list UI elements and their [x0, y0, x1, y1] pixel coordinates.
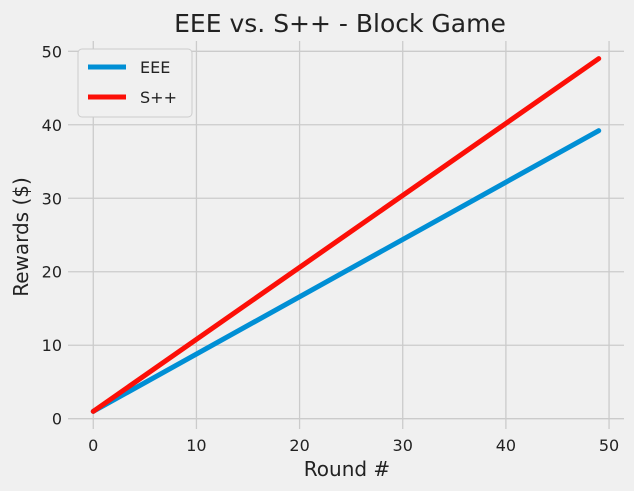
- y-tick-label: 10: [42, 336, 62, 355]
- y-ticks: 0 10 20 30 40 50: [42, 42, 62, 428]
- x-tick-label: 10: [186, 436, 206, 455]
- x-tick-label: 0: [88, 436, 98, 455]
- x-ticks: 0 10 20 30 40 50: [88, 436, 619, 455]
- y-tick-label: 50: [42, 42, 62, 61]
- chart-title: EEE vs. S++ - Block Game: [174, 9, 506, 38]
- y-tick-label: 0: [52, 410, 62, 429]
- y-tick-label: 40: [42, 116, 62, 135]
- x-tick-label: 50: [599, 436, 619, 455]
- x-axis-label: Round #: [304, 457, 390, 481]
- series-group: [90, 56, 602, 414]
- x-tick-label: 20: [289, 436, 309, 455]
- grid: [68, 41, 624, 429]
- x-tick-label: 40: [496, 436, 516, 455]
- x-tick-label: 30: [393, 436, 413, 455]
- series-line-s-: [90, 56, 602, 414]
- legend: EEE S++: [77, 48, 193, 118]
- y-tick-label: 20: [42, 263, 62, 282]
- legend-label: S++: [140, 88, 177, 107]
- y-axis-label: Rewards ($): [9, 177, 33, 297]
- y-tick-label: 30: [42, 189, 62, 208]
- legend-label: EEE: [140, 58, 170, 77]
- series-line-eee: [90, 128, 602, 414]
